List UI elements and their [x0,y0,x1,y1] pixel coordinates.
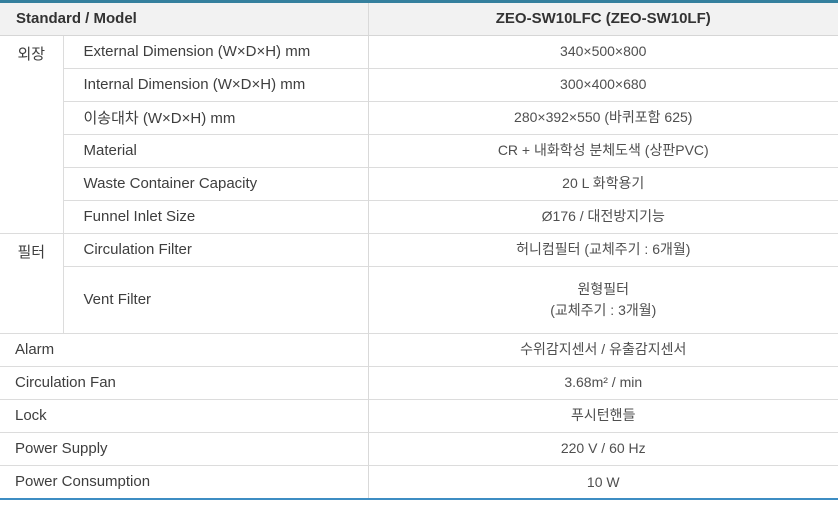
row-label: Vent Filter [63,265,369,333]
table-row-funnel-inlet-size: Funnel Inlet Size Ø176 / 대전방지기능 [0,199,838,233]
row-label: Internal Dimension (W×D×H) mm [63,67,369,101]
table-row-vent-filter: Vent Filter 원형필터 (교체주기 : 3개월) [0,265,838,333]
row-label: Circulation Filter [63,232,369,266]
row-value: CR + 내화학성 분체도색 (상판PVC) [368,133,838,167]
row-value: 3.68m² / min [368,365,838,399]
table-row-transfer-cart: 이송대차 (W×D×H) mm 280×392×550 (바퀴포함 625) [0,100,838,134]
row-label: Funnel Inlet Size [63,199,369,233]
row-value: 원형필터 (교체주기 : 3개월) [368,265,838,333]
table-row-external-dimension: 외장 External Dimension (W×D×H) mm 340×500… [0,35,838,233]
table-row-power-supply: Power Supply 220 V / 60 Hz [0,431,838,465]
table-header-row: Standard / Model ZEO-SW10LFC (ZEO-SW10LF… [0,3,838,36]
product-spec-table: Standard / Model ZEO-SW10LFC (ZEO-SW10LF… [0,3,838,498]
table-top-accent-bar [0,0,838,3]
row-label: Material [63,133,369,167]
row-value: 허니컴필터 (교체주기 : 6개월) [368,232,838,266]
row-label: Lock [0,398,369,432]
row-value: 10 W [368,464,838,498]
row-value: 280×392×550 (바퀴포함 625) [368,100,838,134]
table-row-circulation-fan: Circulation Fan 3.68m² / min [0,365,838,399]
row-label: 이송대차 (W×D×H) mm [63,100,369,134]
row-value: 340×500×800 [560,43,647,60]
row-value: 300×400×680 [368,67,838,101]
row-label: Circulation Fan [0,365,369,399]
table-row-internal-dimension: Internal Dimension (W×D×H) mm 300×400×68… [0,67,838,101]
row-label: Power Supply [0,431,369,465]
row-value: 20 L 화학용기 [368,166,838,200]
row-value: 수위감지센서 / 유출감지센서 [368,332,838,366]
table-row-material: Material CR + 내화학성 분체도색 (상판PVC) [0,133,838,167]
row-label: External Dimension (W×D×H) mm [63,35,369,68]
row-value: 220 V / 60 Hz [368,431,838,465]
category-exterior: 외장 [0,35,64,233]
table-row-alarm: Alarm 수위감지센서 / 유출감지센서 [0,332,838,366]
table-row-circulation-filter: 필터 Circulation Filter 허니컴필터 (교체주기 : 6개월) [0,232,838,333]
table-bottom-accent-bar [0,498,838,500]
row-label: Waste Container Capacity [63,166,369,200]
table-row-power-consumption: Power Consumption 10 W [0,464,838,498]
category-filter: 필터 [0,232,64,333]
table-row-lock: Lock 푸시턴핸들 [0,398,838,432]
table-row-waste-container-capacity: Waste Container Capacity 20 L 화학용기 [0,166,838,200]
header-standard-model: Standard / Model [0,3,368,36]
row-value: Ø176 / 대전방지기능 [368,199,838,233]
row-label: Alarm [0,332,369,366]
row-label: Power Consumption [0,464,369,498]
row-value: 푸시턴핸들 [368,398,838,432]
header-model-name: ZEO-SW10LFC (ZEO-SW10LF) [367,3,838,36]
